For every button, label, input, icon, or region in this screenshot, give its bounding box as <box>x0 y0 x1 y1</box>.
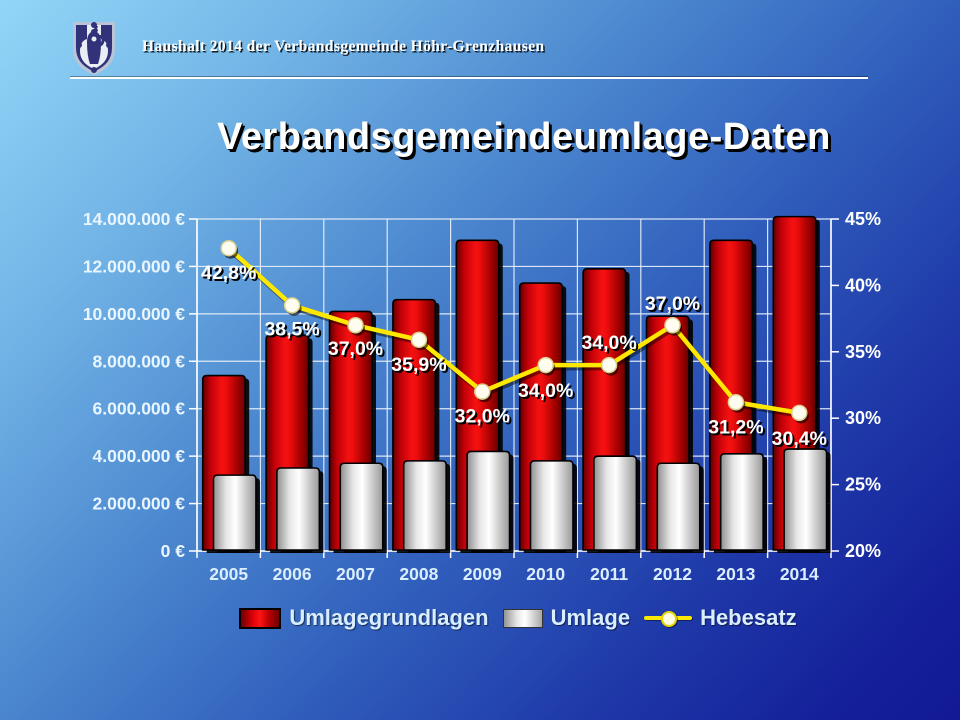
y-axis-label-left: 8.000.000 € <box>93 351 186 371</box>
hebesatz-label-2010: 34,0% <box>518 380 573 402</box>
legend-item-umlage: Umlage <box>502 605 631 631</box>
chart-legend: Umlagegrundlagen Umlage Hebesatz <box>38 605 960 631</box>
hebesatz-label-shadow: 42,8% <box>203 264 258 286</box>
hebesatz-label-2006: 38,5% <box>264 318 319 340</box>
x-axis-label: 2006 <box>273 564 312 584</box>
hebesatz-marker-2012 <box>664 316 681 334</box>
hebesatz-label-shadow: 32,0% <box>457 408 512 430</box>
y-axis-label-left: 4.000.000 € <box>93 446 186 466</box>
red-bar-swatch-icon <box>239 607 282 629</box>
y-axis-label-right: 40% <box>845 275 881 295</box>
hebesatz-label-2014: 30,4% <box>772 428 827 450</box>
y-axis-label-right: 35% <box>845 342 881 362</box>
y-axis-label-left: 0 € <box>161 541 186 561</box>
hebesatz-marker-2014 <box>791 404 808 422</box>
hebesatz-label-shadow: 34,0% <box>520 382 575 404</box>
hebesatz-marker-2011 <box>600 356 618 374</box>
header-divider <box>70 77 868 79</box>
y-axis-label-right: 20% <box>845 541 881 561</box>
bar-umlage-2007 <box>339 462 384 551</box>
bar-umlage-2011 <box>593 455 638 551</box>
bar-umlage-2006 <box>276 467 321 551</box>
hebesatz-label-shadow: 35,9% <box>393 356 448 378</box>
y-axis-label-left: 2.000.000 € <box>93 494 186 514</box>
hebesatz-marker-2008 <box>410 331 428 349</box>
bar-umlage-2012 <box>656 462 701 551</box>
page-title: Verbandsgemeindeumlage-Daten <box>217 116 831 158</box>
white-bar-swatch-icon <box>502 608 543 628</box>
hebesatz-label-2012: 37,0% <box>645 293 700 315</box>
y-axis-label-right: 25% <box>845 475 881 495</box>
hebesatz-marker-2013 <box>727 394 745 411</box>
hebesatz-label-2005: 42,8% <box>201 262 256 284</box>
hebesatz-label-shadow: 31,2% <box>710 418 765 440</box>
bar-umlage-2013 <box>719 452 764 551</box>
hebesatz-label-shadow: 37,0% <box>647 295 702 317</box>
x-axis-label: 2012 <box>653 564 692 584</box>
x-axis-label: 2009 <box>463 564 502 584</box>
hebesatz-label-2007: 37,0% <box>328 338 383 360</box>
x-axis-label: 2008 <box>399 564 438 584</box>
bar-umlage-2014 <box>783 448 828 551</box>
bar-umlage-2010 <box>529 460 574 551</box>
hebesatz-label-shadow: 38,5% <box>266 320 321 342</box>
hebesatz-label-2011: 34,0% <box>581 332 636 354</box>
y-axis-label-left: 6.000.000 € <box>93 399 186 419</box>
bar-umlage-2009 <box>466 450 511 551</box>
legend-item-hebesatz: Hebesatz <box>644 605 797 631</box>
legend-label: Umlage <box>550 605 631 630</box>
y-axis-label-left: 12.000.000 € <box>83 256 185 276</box>
hebesatz-label-2009: 32,0% <box>455 406 510 428</box>
hebesatz-marker-2006 <box>283 297 301 314</box>
header-title: Haushalt 2014 der Verbandsgemeinde Höhr-… <box>142 38 545 55</box>
x-axis-label: 2007 <box>336 564 375 584</box>
y-axis-label-right: 45% <box>845 209 881 229</box>
hebesatz-marker-2009 <box>474 383 491 400</box>
hebesatz-label-2013: 31,2% <box>708 416 763 438</box>
legend-label: Hebesatz <box>700 605 797 630</box>
x-axis-label: 2005 <box>209 564 248 584</box>
x-axis-label: 2014 <box>780 564 819 584</box>
hebesatz-label-shadow: 30,4% <box>774 430 829 452</box>
hebesatz-label-shadow: 37,0% <box>330 340 385 362</box>
hebesatz-marker-2005 <box>220 239 237 257</box>
bar-umlage-2008 <box>402 460 447 551</box>
legend-label: Umlagegrundlagen <box>289 605 489 630</box>
hebesatz-label-shadow: 34,0% <box>583 334 638 356</box>
x-axis-label: 2013 <box>716 564 755 584</box>
legend-item-umlagegrundlagen: Umlagegrundlagen <box>239 605 489 631</box>
bar-umlage-2005 <box>212 474 257 551</box>
coat-of-arms-logo <box>73 22 115 75</box>
x-axis-label: 2011 <box>590 564 628 584</box>
hebesatz-marker-2007 <box>347 316 364 334</box>
x-axis-label: 2010 <box>526 564 565 584</box>
y-axis-label-right: 30% <box>845 408 881 428</box>
hebesatz-label-2008: 35,9% <box>391 354 446 376</box>
yellow-line-swatch-icon <box>644 609 693 627</box>
hebesatz-marker-2010 <box>537 356 554 374</box>
y-axis-label-left: 14.000.000 € <box>83 209 185 229</box>
hebesatz-line <box>227 246 800 416</box>
y-axis-label-left: 10.000.000 € <box>83 304 185 324</box>
